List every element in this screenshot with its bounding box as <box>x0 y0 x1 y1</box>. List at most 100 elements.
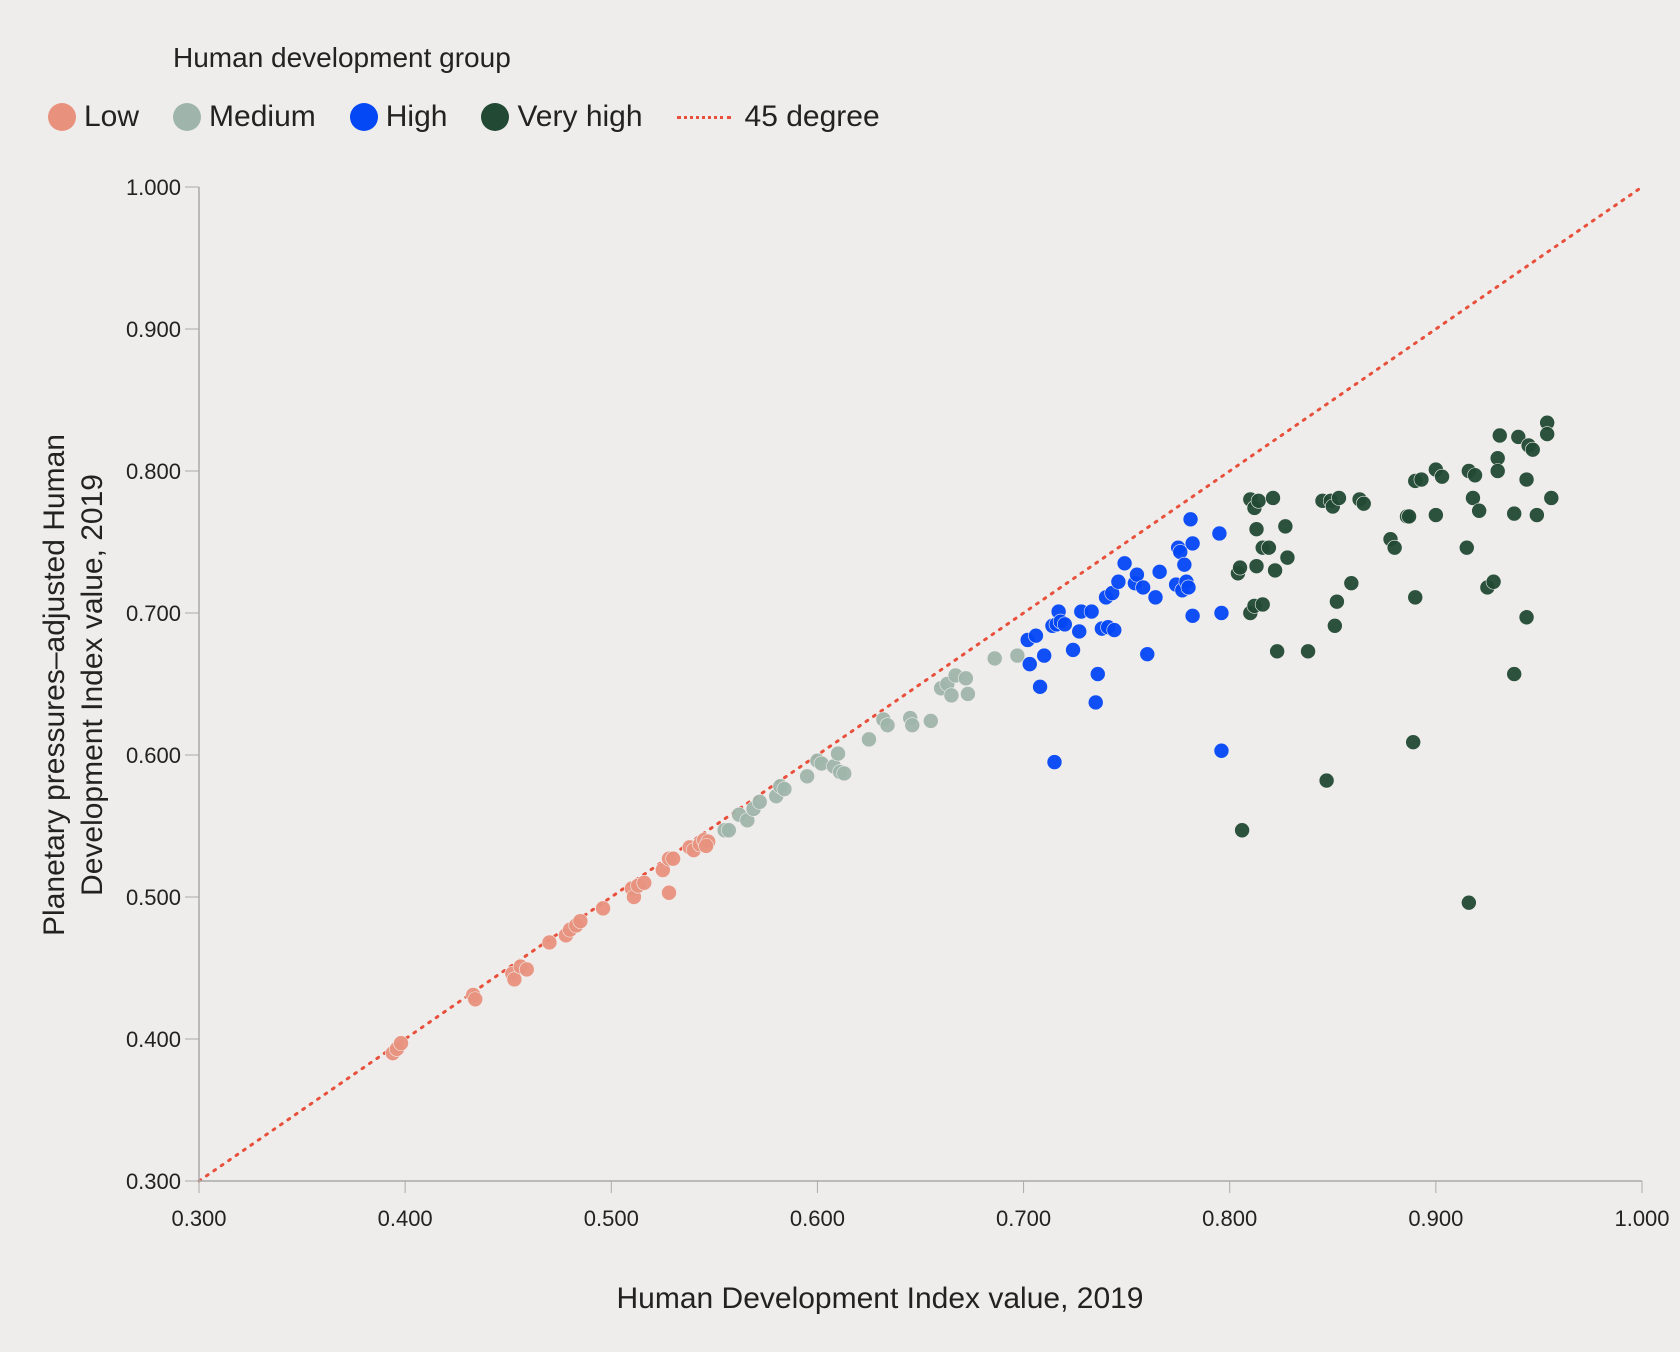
data-point[interactable] <box>1083 603 1100 620</box>
data-point[interactable] <box>541 934 558 951</box>
data-point[interactable] <box>1405 734 1421 751</box>
data-point[interactable] <box>1279 549 1296 566</box>
data-point[interactable] <box>1539 426 1555 442</box>
legend-item-45-degree[interactable]: 45 degree <box>676 100 880 134</box>
data-point[interactable] <box>1232 559 1248 576</box>
data-point[interactable] <box>776 781 793 797</box>
data-point[interactable] <box>836 765 853 782</box>
data-point[interactable] <box>1267 562 1283 579</box>
data-point[interactable] <box>1254 596 1271 613</box>
data-point[interactable] <box>861 731 877 748</box>
legend-item-low[interactable]: Low <box>48 100 139 134</box>
data-point[interactable] <box>1139 646 1156 662</box>
data-point[interactable] <box>1510 429 1527 445</box>
legend-item-very-high[interactable]: Very high <box>481 100 643 134</box>
data-point[interactable] <box>1261 539 1277 556</box>
data-point[interactable] <box>1110 573 1127 590</box>
data-point[interactable] <box>1327 617 1343 634</box>
data-point[interactable] <box>1518 609 1535 626</box>
data-point[interactable] <box>1087 694 1104 711</box>
data-point[interactable] <box>958 670 974 687</box>
data-point[interactable] <box>1329 593 1345 610</box>
data-point[interactable] <box>1489 463 1506 479</box>
data-point[interactable] <box>1434 468 1450 485</box>
data-point[interactable] <box>1386 539 1403 556</box>
data-point[interactable] <box>1065 642 1081 658</box>
data-point[interactable] <box>1248 521 1265 538</box>
data-point[interactable] <box>1343 575 1360 591</box>
data-point[interactable] <box>830 745 846 762</box>
data-point[interactable] <box>1009 647 1026 664</box>
data-point[interactable] <box>1234 822 1250 839</box>
data-point[interactable] <box>1524 441 1541 458</box>
data-point[interactable] <box>986 650 1003 667</box>
data-point[interactable] <box>1407 589 1424 606</box>
data-point[interactable] <box>393 1035 409 1052</box>
data-point[interactable] <box>1318 772 1335 789</box>
data-point[interactable] <box>1529 507 1545 523</box>
data-point[interactable] <box>1176 556 1193 573</box>
data-point[interactable] <box>1491 427 1508 444</box>
data-point[interactable] <box>1331 490 1347 506</box>
data-point[interactable] <box>1184 535 1201 552</box>
data-point[interactable] <box>467 991 484 1008</box>
data-point[interactable] <box>636 874 653 891</box>
data-point[interactable] <box>595 900 611 917</box>
data-point[interactable] <box>1057 616 1073 633</box>
data-point[interactable] <box>1401 508 1417 525</box>
data-point[interactable] <box>518 961 535 978</box>
data-point[interactable] <box>799 768 815 785</box>
data-point[interactable] <box>1211 525 1228 542</box>
data-point[interactable] <box>1458 539 1475 556</box>
data-point[interactable] <box>1471 502 1487 519</box>
data-point[interactable] <box>1151 564 1168 580</box>
data-point[interactable] <box>1250 493 1267 509</box>
data-point[interactable] <box>572 913 589 929</box>
data-point[interactable] <box>1467 467 1483 484</box>
data-point[interactable] <box>879 717 896 733</box>
data-point[interactable] <box>1129 566 1145 583</box>
data-point[interactable] <box>1461 894 1477 911</box>
data-point[interactable] <box>1046 754 1063 770</box>
data-point[interactable] <box>665 850 681 867</box>
data-point[interactable] <box>1277 518 1294 535</box>
data-point[interactable] <box>1428 507 1444 523</box>
data-point[interactable] <box>506 971 523 988</box>
data-point[interactable] <box>1518 471 1535 488</box>
data-point[interactable] <box>923 713 939 729</box>
data-point[interactable] <box>1213 742 1230 759</box>
data-point[interactable] <box>1300 643 1316 660</box>
data-point[interactable] <box>1089 666 1106 682</box>
data-point[interactable] <box>1021 656 1038 672</box>
data-point[interactable] <box>1135 579 1151 596</box>
data-point[interactable] <box>1106 622 1123 638</box>
data-point[interactable] <box>960 686 976 702</box>
data-point[interactable] <box>1269 643 1285 660</box>
data-point[interactable] <box>720 822 737 839</box>
data-point[interactable] <box>1506 666 1522 682</box>
data-point[interactable] <box>1180 579 1197 596</box>
data-point[interactable] <box>1413 471 1430 488</box>
data-point[interactable] <box>1485 573 1502 590</box>
data-point[interactable] <box>1032 679 1048 695</box>
data-point[interactable] <box>1543 490 1560 506</box>
data-point[interactable] <box>1465 490 1481 506</box>
data-point[interactable] <box>661 884 677 901</box>
data-point[interactable] <box>1036 647 1052 664</box>
data-point[interactable] <box>1028 627 1044 644</box>
data-point[interactable] <box>1355 495 1372 512</box>
data-point[interactable] <box>943 687 960 704</box>
data-point[interactable] <box>904 717 921 733</box>
legend-item-high[interactable]: High <box>349 100 447 134</box>
data-point[interactable] <box>1116 555 1133 572</box>
data-point[interactable] <box>1248 558 1265 574</box>
data-point[interactable] <box>1506 505 1522 522</box>
data-point[interactable] <box>1184 608 1201 624</box>
data-point[interactable] <box>1265 490 1281 506</box>
data-point[interactable] <box>1147 589 1164 606</box>
data-point[interactable] <box>698 838 714 854</box>
data-point[interactable] <box>1071 623 1088 640</box>
data-point[interactable] <box>751 794 768 810</box>
data-point[interactable] <box>1213 605 1230 621</box>
data-point[interactable] <box>1182 511 1199 528</box>
